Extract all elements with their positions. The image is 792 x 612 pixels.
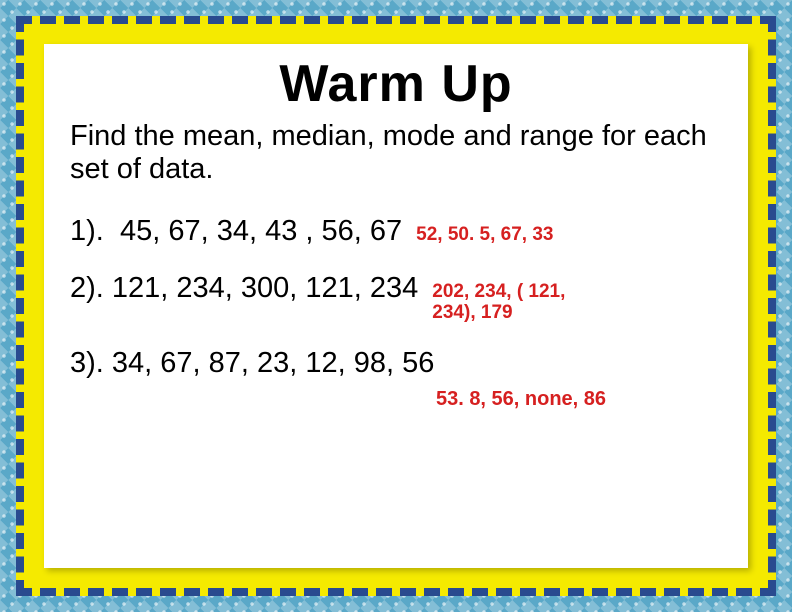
instruction-text: Find the mean, median, mode and range fo… <box>70 120 722 187</box>
dashed-border-frame: Warm Up Find the mean, median, mode and … <box>16 16 776 596</box>
problem-1-label: 1). <box>70 215 104 247</box>
problem-3-answer: 53. 8, 56, none, 86 <box>70 388 722 411</box>
problem-3-row: 3). 34, 67, 87, 23, 12, 98, 56 <box>70 347 722 380</box>
patterned-background: Warm Up Find the mean, median, mode and … <box>0 0 792 612</box>
problem-1-data: 45, 67, 34, 43 , 56, 67 <box>120 215 402 247</box>
problem-2-row: 2). 121, 234, 300, 121, 234 202, 234, ( … <box>70 272 722 324</box>
problem-2-data: 121, 234, 300, 121, 234 <box>112 272 418 304</box>
problem-2-answer: 202, 234, ( 121, 234), 179 <box>432 282 592 324</box>
slide-title: Warm Up <box>70 54 722 114</box>
content-card: Warm Up Find the mean, median, mode and … <box>44 44 748 568</box>
problem-1-row: 1). 45, 67, 34, 43 , 56, 67 52, 50. 5, 6… <box>70 215 722 248</box>
problem-2-text: 2). 121, 234, 300, 121, 234 <box>70 272 418 305</box>
problem-2-label: 2). <box>70 272 104 304</box>
problem-3-text: 3). 34, 67, 87, 23, 12, 98, 56 <box>70 347 434 380</box>
problem-1-answer: 52, 50. 5, 67, 33 <box>416 225 553 246</box>
problem-3-label: 3). <box>70 347 104 379</box>
problem-1-text: 1). 45, 67, 34, 43 , 56, 67 <box>70 215 402 248</box>
problem-3-data: 34, 67, 87, 23, 12, 98, 56 <box>112 347 434 379</box>
